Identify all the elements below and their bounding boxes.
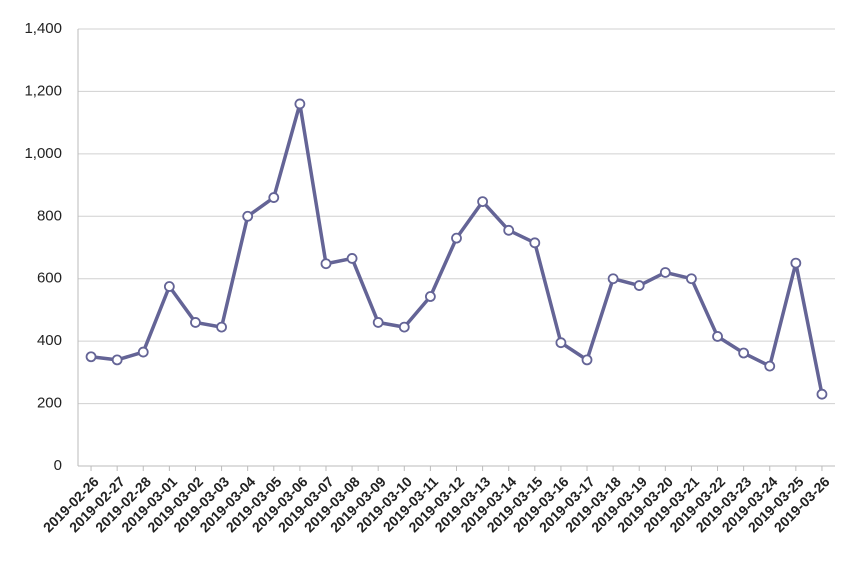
point xyxy=(529,237,541,249)
line xyxy=(90,102,824,395)
point xyxy=(163,281,175,292)
point xyxy=(85,351,97,363)
point xyxy=(294,98,306,110)
point xyxy=(268,192,280,203)
point xyxy=(790,257,802,269)
point xyxy=(633,280,645,291)
point xyxy=(738,347,750,359)
point xyxy=(111,354,123,366)
point xyxy=(659,267,671,278)
y-tick-label: 1,400 xyxy=(24,20,62,37)
point xyxy=(451,232,462,244)
point xyxy=(242,210,254,222)
y-tick-label: 1,000 xyxy=(24,145,62,162)
point xyxy=(607,273,619,285)
point xyxy=(712,331,723,342)
point xyxy=(555,337,567,349)
y-tick-label: 1,200 xyxy=(24,82,62,99)
point xyxy=(424,291,436,302)
point xyxy=(216,321,227,333)
point xyxy=(320,258,332,270)
point xyxy=(137,346,149,358)
point xyxy=(190,317,201,328)
point xyxy=(816,388,828,400)
point xyxy=(346,253,358,264)
point xyxy=(372,317,384,328)
point xyxy=(581,354,593,366)
point xyxy=(503,224,515,236)
point xyxy=(686,273,697,285)
point xyxy=(398,321,410,333)
point xyxy=(764,360,776,372)
y-tick-label: 200 xyxy=(37,395,62,412)
point xyxy=(477,196,489,208)
y-tick-label: 800 xyxy=(37,207,62,224)
y-tick-label: 0 xyxy=(54,457,62,474)
y-tick-label: 400 xyxy=(37,332,62,349)
y-tick-label: 600 xyxy=(37,270,62,287)
